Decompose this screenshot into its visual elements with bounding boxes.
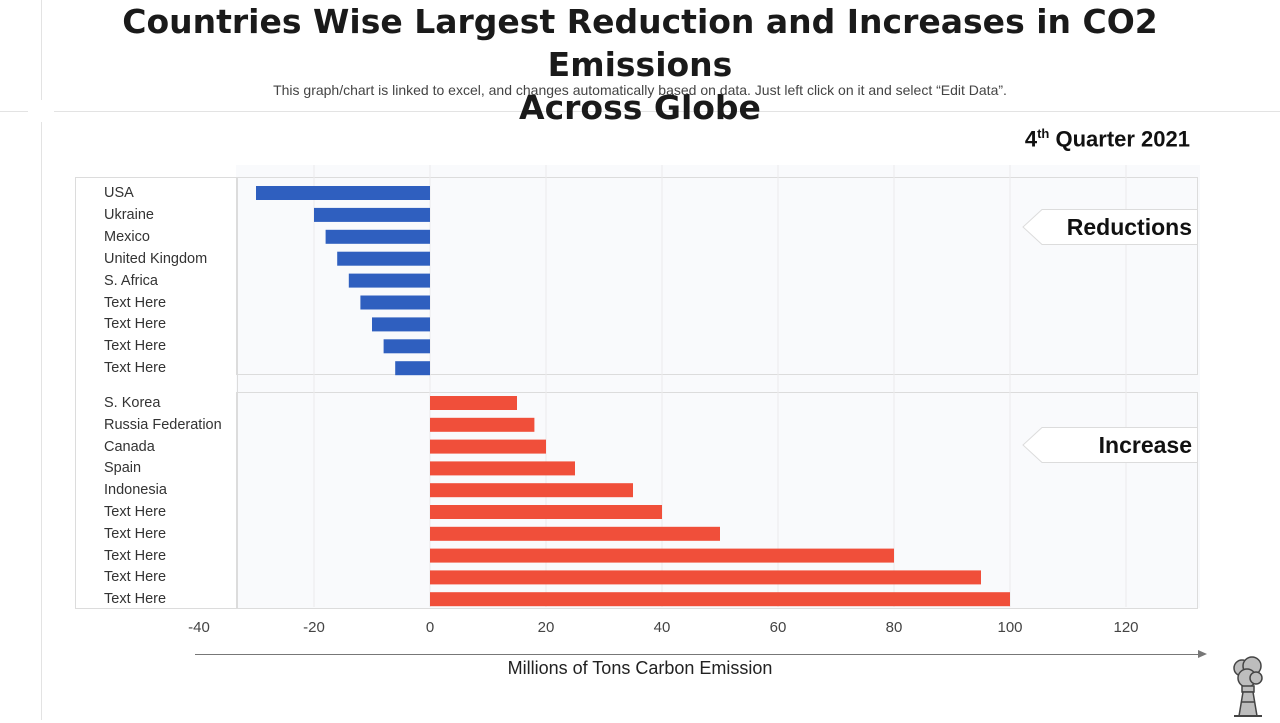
subtitle: This graph/chart is linked to excel, and…	[273, 82, 1007, 98]
x-tick-label-4: 40	[653, 619, 671, 636]
increase-category-label-2: Canada	[104, 438, 155, 455]
reductions-panel-labels	[75, 177, 238, 609]
increase-category-label-6: Text Here	[104, 525, 167, 542]
slide-guide-h-left	[0, 111, 28, 112]
increase-panel-plot	[236, 392, 1198, 609]
period-suffix: th	[1037, 126, 1050, 141]
x-tick-label-3: 20	[537, 619, 555, 636]
increase-bar-7	[430, 548, 894, 563]
reduction-bar-5	[360, 295, 430, 310]
reduction-bar-4	[348, 273, 430, 288]
reduction-bar-1	[314, 207, 430, 222]
increase-bar-6	[430, 526, 720, 541]
x-tick-label-0: -40	[188, 619, 210, 636]
title-line-2: Across Globe	[519, 88, 761, 127]
reduction-category-label-1: Ukraine	[104, 206, 154, 223]
x-tick-label-5: 60	[769, 619, 787, 636]
reduction-category-label-5: Text Here	[104, 294, 167, 311]
increase-category-label-1: Russia Federation	[104, 416, 222, 433]
reduction-bar-7	[383, 339, 430, 354]
increase-bar-4	[430, 483, 633, 498]
period-text: Quarter 2021	[1055, 126, 1190, 152]
x-tick-label-7: 100	[997, 619, 1023, 636]
reduction-bar-0	[256, 186, 430, 200]
x-axis-label: Millions of Tons Carbon Emission	[507, 658, 773, 678]
reductions-tag: Reductions	[1022, 209, 1198, 245]
increase-bar-3	[430, 461, 575, 476]
slide-guide-left-top	[41, 0, 42, 100]
reduction-bar-8	[395, 361, 430, 376]
reduction-category-label-0: USA	[104, 185, 134, 201]
increase-category-label-4: Indonesia	[104, 482, 167, 499]
increase-bar-0	[430, 396, 517, 410]
reductions-tag-label: Reductions	[1066, 214, 1192, 240]
period-ordinal: 4	[1024, 126, 1038, 152]
reduction-category-label-3: United Kingdom	[104, 250, 208, 267]
x-tick-label-1: -20	[303, 619, 325, 636]
increase-bar-9	[430, 592, 1010, 607]
increase-category-label-9: Text Here	[104, 591, 167, 608]
increase-bar-1	[430, 417, 535, 432]
increase-category-label-5: Text Here	[104, 504, 167, 520]
reduction-bar-6	[372, 317, 430, 332]
reduction-category-label-8: Text Here	[104, 360, 167, 377]
period-label: 4th Quarter 2021	[1025, 126, 1190, 152]
increase-category-label-3: Spain	[104, 460, 142, 477]
slide-guide-h-right	[54, 111, 1280, 112]
reduction-category-label-4: S. Africa	[104, 272, 158, 289]
increase-category-label-0: S. Korea	[104, 395, 161, 411]
increase-tag: Increase	[1022, 427, 1198, 463]
increase-bar-8	[430, 570, 981, 585]
slide-guide-left-bottom	[41, 122, 42, 720]
factory-smoke-icon	[1226, 654, 1270, 723]
x-tick-label-6: 80	[885, 619, 903, 636]
increase-category-label-8: Text Here	[104, 569, 167, 586]
x-axis-arrow-line	[195, 654, 1199, 655]
reduction-category-label-7: Text Here	[104, 338, 167, 355]
reduction-bar-2	[325, 229, 430, 244]
reduction-category-label-6: Text Here	[104, 316, 167, 333]
reduction-category-label-2: Mexico	[104, 228, 150, 245]
increase-tag-label: Increase	[1098, 432, 1192, 458]
reduction-bar-3	[337, 251, 430, 266]
increase-bar-5	[430, 505, 662, 519]
x-tick-label-2: 0	[425, 619, 435, 636]
increase-bar-2	[430, 439, 546, 454]
x-tick-label-8: 120	[1113, 619, 1139, 636]
reductions-panel-plot	[236, 177, 1198, 375]
x-axis-arrow-head-icon	[1198, 650, 1207, 658]
title-line-1: Countries Wise Largest Reduction and Inc…	[122, 2, 1158, 84]
increase-category-label-7: Text Here	[104, 547, 167, 564]
page-title: Countries Wise Largest Reduction and Inc…	[60, 0, 1220, 129]
